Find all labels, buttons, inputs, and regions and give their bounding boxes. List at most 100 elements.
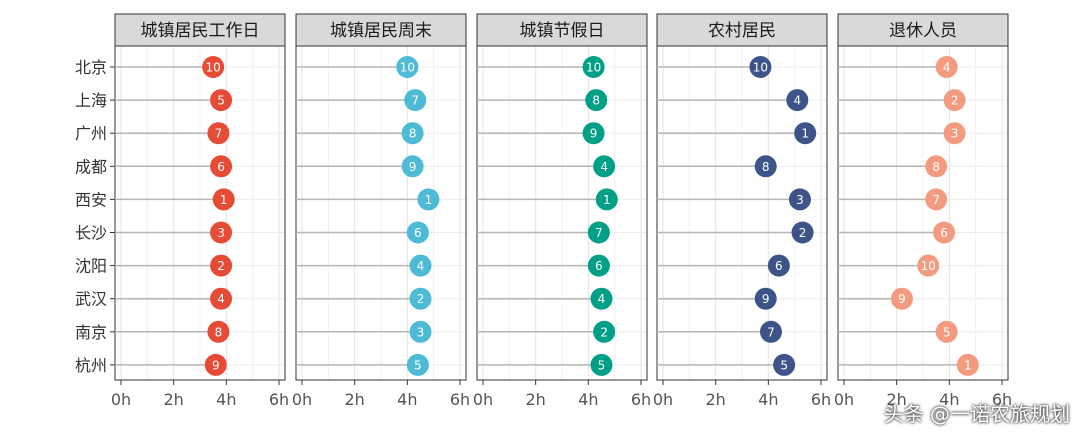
point-rank-label: 8 (409, 127, 417, 141)
data-point (396, 56, 419, 78)
y-category-label: 广州 (75, 124, 107, 143)
point-rank-label: 9 (762, 292, 770, 306)
point-rank-label: 5 (943, 325, 951, 339)
point-rank-label: 10 (206, 61, 221, 75)
y-category-label: 上海 (75, 91, 107, 110)
data-point (593, 320, 616, 343)
panel-strip (837, 13, 1009, 47)
data-point (917, 254, 940, 277)
point-rank-label: 6 (940, 226, 948, 240)
x-tick-label: 0h (473, 390, 493, 409)
data-point (593, 155, 616, 178)
point-rank-label: 8 (762, 160, 770, 174)
point-rank-label: 10 (586, 61, 601, 75)
data-point (786, 89, 809, 112)
x-tick-label: 2h (526, 390, 546, 409)
point-rank-label: 1 (964, 358, 972, 372)
x-tick-label: 0h (834, 390, 854, 409)
x-tick-label: 6h (269, 390, 289, 409)
data-point (210, 221, 233, 244)
data-point (401, 122, 424, 145)
data-point (202, 56, 225, 78)
data-point (794, 122, 817, 145)
point-rank-label: 4 (943, 61, 951, 75)
x-tick-label: 6h (811, 390, 831, 409)
point-rank-label: 2 (217, 259, 225, 273)
y-category-label: 北京 (75, 58, 107, 77)
point-rank-label: 7 (411, 94, 419, 108)
data-point (210, 89, 233, 112)
data-point (943, 122, 966, 145)
x-tick-label: 6h (631, 390, 651, 409)
point-rank-label: 7 (932, 193, 940, 207)
point-rank-label: 5 (780, 358, 788, 372)
point-rank-label: 4 (793, 94, 801, 108)
data-point (933, 221, 956, 244)
point-rank-label: 4 (600, 160, 608, 174)
y-category-label: 武汉 (75, 290, 107, 309)
point-rank-label: 6 (414, 226, 422, 240)
data-point (943, 89, 966, 112)
data-point (935, 320, 958, 343)
x-tick-label: 2h (706, 390, 726, 409)
panel-title: 城镇居民工作日 (141, 21, 260, 41)
panel-title: 城镇节假日 (520, 21, 605, 41)
data-point (207, 122, 230, 145)
point-rank-label: 2 (951, 94, 959, 108)
point-rank-label: 9 (898, 292, 906, 306)
point-rank-label: 1 (425, 193, 433, 207)
point-rank-label: 3 (796, 193, 804, 207)
panel-strip (656, 13, 828, 47)
point-rank-label: 2 (417, 292, 425, 306)
y-category-label: 西安 (75, 190, 107, 209)
point-rank-label: 6 (217, 160, 225, 174)
data-point (956, 353, 979, 376)
point-rank-label: 1 (603, 193, 611, 207)
point-rank-label: 3 (951, 127, 959, 141)
point-rank-label: 8 (932, 160, 940, 174)
point-rank-label: 9 (409, 160, 417, 174)
data-point (754, 287, 777, 310)
data-point (749, 56, 772, 78)
point-rank-label: 3 (217, 226, 225, 240)
data-point (590, 287, 613, 310)
x-tick-label: 2h (164, 390, 184, 409)
data-point (210, 287, 233, 310)
point-rank-label: 3 (417, 325, 425, 339)
data-point (212, 188, 235, 211)
panel-strip (476, 13, 648, 47)
panel-strip (114, 13, 286, 47)
data-point (210, 254, 233, 277)
point-rank-label: 6 (775, 259, 783, 273)
data-point (404, 89, 427, 112)
point-rank-label: 2 (799, 226, 807, 240)
x-tick-label: 6h (450, 390, 470, 409)
data-point (935, 56, 958, 78)
data-point (409, 320, 432, 343)
point-rank-label: 7 (595, 226, 603, 240)
y-category-label: 成都 (75, 157, 107, 176)
watermark-text: 头条 @一诺农旅规划 (883, 402, 1070, 426)
panel-strip (295, 13, 467, 47)
data-point (773, 353, 796, 376)
x-tick-label: 4h (758, 390, 778, 409)
data-point (595, 188, 618, 211)
data-point (925, 188, 948, 211)
data-point (582, 122, 605, 145)
x-tick-label: 4h (397, 390, 417, 409)
data-point (207, 320, 230, 343)
data-point (401, 155, 424, 178)
data-point (791, 221, 814, 244)
y-category-label: 杭州 (75, 356, 107, 375)
data-point (406, 353, 429, 376)
point-rank-label: 10 (400, 61, 415, 75)
point-rank-label: 7 (767, 325, 775, 339)
data-point (409, 287, 432, 310)
point-rank-label: 5 (598, 358, 606, 372)
point-rank-label: 10 (753, 61, 768, 75)
data-point (585, 89, 608, 112)
point-rank-label: 4 (417, 259, 425, 273)
x-tick-label: 4h (578, 390, 598, 409)
point-rank-label: 2 (600, 325, 608, 339)
